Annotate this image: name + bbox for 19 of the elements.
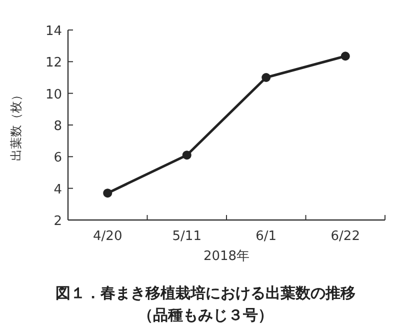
point: [103, 188, 112, 198]
point: [340, 52, 350, 61]
y-tick-label: 8: [54, 119, 62, 134]
x-axis-title: 2018年: [203, 249, 250, 264]
y-tick-label: 2: [54, 214, 62, 229]
x-tick-label: 5/11: [172, 229, 202, 244]
y-tick-label: 6: [54, 150, 62, 166]
text: 図１．春まき移植栽培における出葉数の推移: [56, 284, 356, 302]
x-tick-label: 6/1: [256, 229, 277, 244]
point: [262, 73, 271, 82]
x-tick-label: 4/20: [93, 229, 122, 244]
x-tick-label: 6/22: [330, 229, 360, 244]
text: （品種もみじ３号）: [138, 306, 273, 324]
point: [182, 150, 192, 160]
y-tick-label: 12: [45, 56, 62, 71]
y-axis-title: 出葉数（枚）: [9, 89, 23, 161]
y-tick-label: 14: [45, 24, 62, 39]
y-tick-label: 10: [45, 87, 62, 102]
y-tick-label: 4: [54, 182, 62, 198]
